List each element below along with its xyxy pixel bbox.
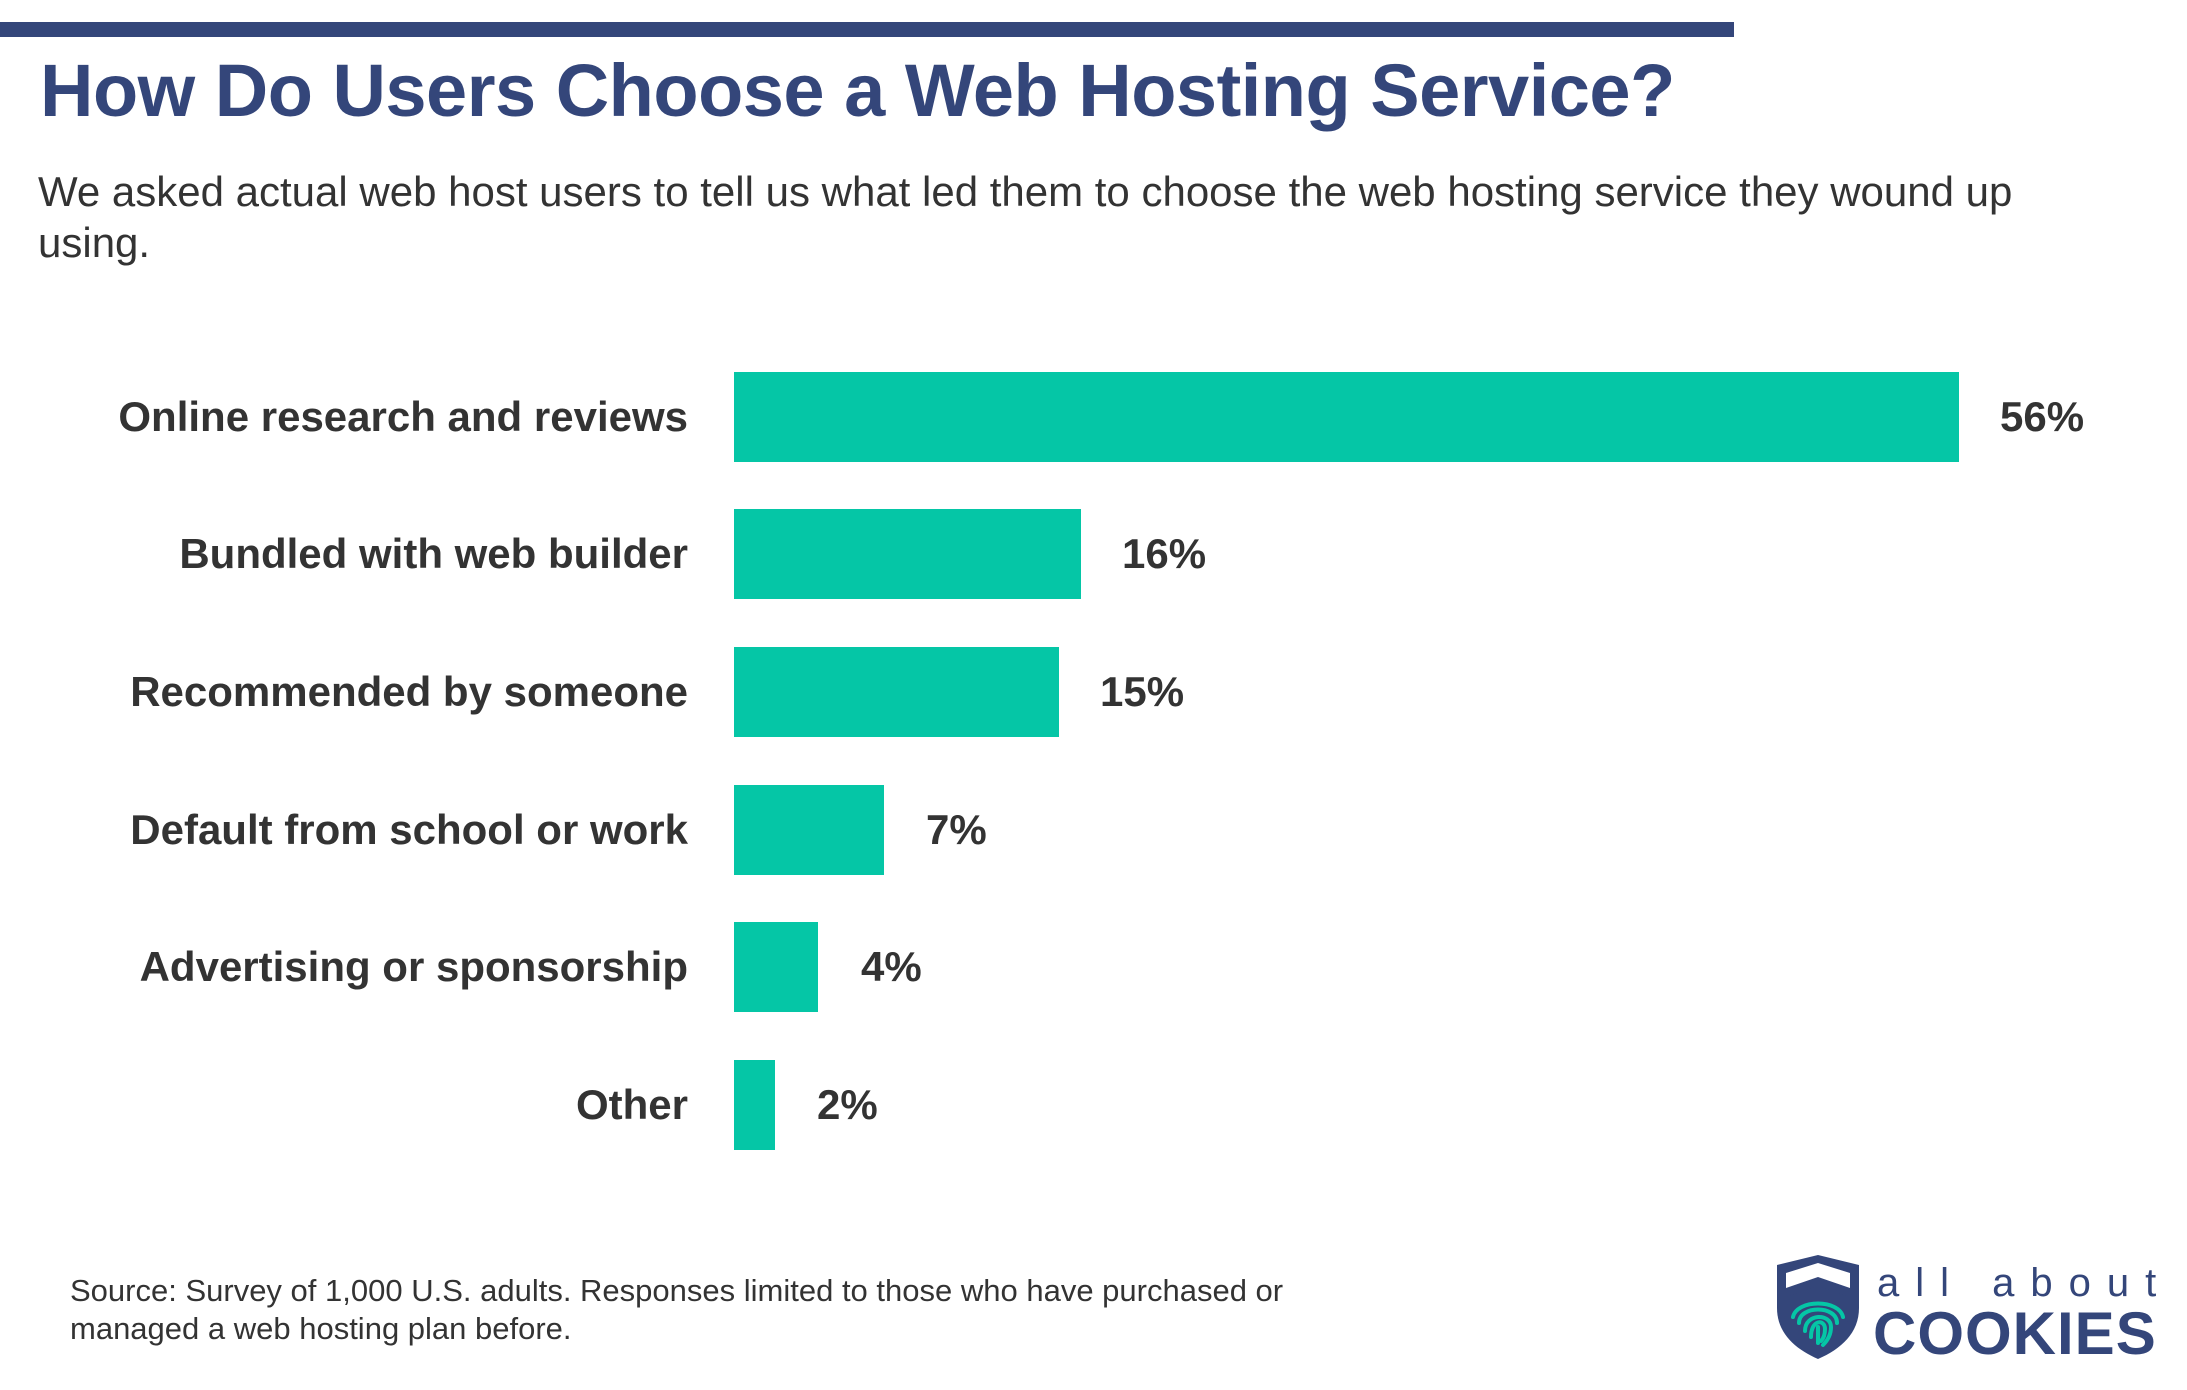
value-label: 4% xyxy=(861,943,922,990)
chart-row: Bundled with web builder 16% xyxy=(0,509,2187,599)
chart-row: Online research and reviews 56% xyxy=(0,372,2187,462)
source-note: Source: Survey of 1,000 U.S. adults. Res… xyxy=(70,1273,1284,1346)
bar xyxy=(734,509,1081,599)
logo-text-big: COOKIES xyxy=(1873,1300,2157,1367)
chart-row: Default from school or work 7% xyxy=(0,785,2187,875)
bar xyxy=(734,785,884,875)
bar-chart: Online research and reviews 56% Bundled … xyxy=(0,372,2187,1152)
category-label: Advertising or sponsorship xyxy=(139,943,688,990)
chart-subtitle: We asked actual web host users to tell u… xyxy=(38,168,2013,266)
value-label: 56% xyxy=(2000,393,2085,440)
chart-row: Recommended by someone 15% xyxy=(0,647,2187,737)
bar xyxy=(734,372,1959,462)
bar xyxy=(734,1060,775,1150)
value-label: 7% xyxy=(926,806,987,853)
category-label: Other xyxy=(575,1081,688,1128)
value-label: 15% xyxy=(1100,668,1185,715)
bar xyxy=(734,647,1059,737)
category-label: Bundled with web builder xyxy=(179,530,688,577)
category-label: Online research and reviews xyxy=(118,393,688,440)
chart-row: Other 2% xyxy=(0,1060,2187,1150)
fingerprint-shield-icon xyxy=(1777,1255,1859,1359)
value-label: 2% xyxy=(817,1081,878,1128)
chart-title: How Do Users Choose a Web Hosting Servic… xyxy=(40,49,1675,132)
category-label: Default from school or work xyxy=(130,806,688,853)
logo-text-small: all about xyxy=(1877,1261,2173,1305)
top-accent-rule xyxy=(0,22,1734,37)
category-label: Recommended by someone xyxy=(130,668,688,715)
chart-row: Advertising or sponsorship 4% xyxy=(0,922,2187,1012)
brand-logo: all about COOKIES xyxy=(1775,1253,2156,1367)
bar xyxy=(734,922,818,1012)
value-label: 16% xyxy=(1122,530,1207,577)
